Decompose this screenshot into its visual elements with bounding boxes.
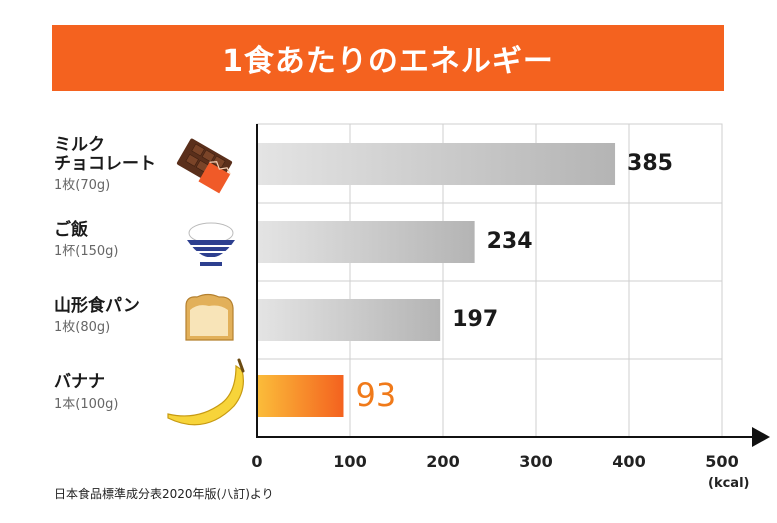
category-name: バナナ [54, 372, 105, 392]
data-label: 93 [355, 376, 397, 414]
x-tick-label: 400 [612, 452, 646, 471]
data-label: 234 [486, 229, 533, 254]
banana-icon [167, 358, 245, 426]
data-label: 385 [627, 151, 673, 176]
category-portion: 1杯(150g) [54, 244, 119, 259]
category-portion: 1枚(80g) [54, 320, 111, 335]
x-axis-arrow-icon [752, 427, 770, 447]
x-tick-label: 100 [333, 452, 367, 471]
category-name: ミルク [54, 135, 105, 155]
x-tick-label: 300 [519, 452, 553, 471]
x-tick-label: 500 [705, 452, 739, 471]
title-banner: 1食あたりのエネルギー [52, 25, 724, 91]
category-name: チョコレート [54, 154, 156, 174]
data-label: 197 [452, 307, 499, 332]
category-portion: 1本(100g) [54, 397, 119, 412]
x-tick-label: 200 [426, 452, 460, 471]
bar-2 [257, 299, 441, 341]
x-axis-unit: (kcal) [708, 476, 750, 491]
category-name: ご飯 [54, 220, 88, 240]
chart-title: 1食あたりのエネルギー [222, 44, 554, 79]
category-name: 山形食パン [54, 296, 140, 316]
chocolate-icon [176, 138, 233, 194]
bar-1 [257, 221, 475, 263]
x-tick-label: 0 [251, 452, 263, 471]
category-portion: 1枚(70g) [54, 178, 111, 193]
bread-icon [185, 293, 234, 341]
bar-3 [257, 375, 344, 417]
rice-bowl-icon [187, 222, 235, 266]
bar-0 [257, 143, 616, 185]
source-note: 日本食品標準成分表2020年版(八訂)より [54, 487, 274, 501]
